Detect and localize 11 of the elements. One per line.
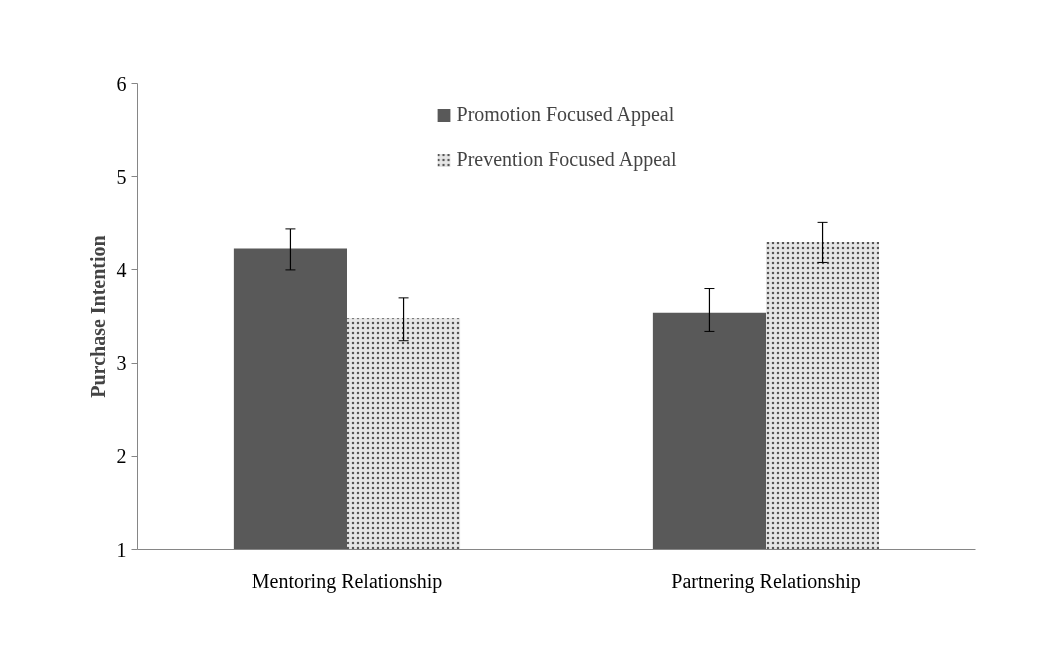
x-tick-label: Mentoring Relationship <box>251 569 443 593</box>
y-tick-label: 4 <box>116 258 127 281</box>
y-tick-label: 6 <box>116 72 127 95</box>
y-axis-title: Purchase Intention <box>86 235 109 398</box>
x-tick-label: Partnering Relationship <box>671 569 861 593</box>
y-tick-label: 2 <box>116 445 127 468</box>
legend-label: Prevention Focused Appeal <box>456 148 677 171</box>
y-tick-label: 1 <box>116 538 127 561</box>
y-tick-label: 3 <box>116 352 127 375</box>
y-tick-label: 5 <box>116 165 127 188</box>
legend-label: Promotion Focused Appeal <box>456 103 675 126</box>
